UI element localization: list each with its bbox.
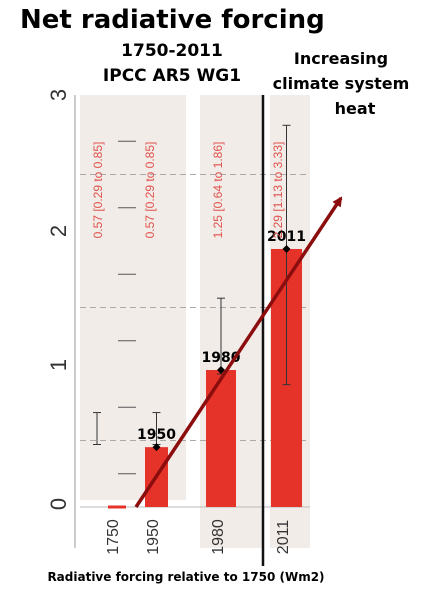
x-tick-label-1950: 1950 [145,519,162,555]
chart-subtitle-line2: IPCC AR5 WG1 [103,66,241,86]
annotation-line-1: Increasing [294,49,388,68]
x-tick-label-1750: 1750 [105,519,122,555]
y-tick-label-0: 0 [46,498,71,510]
point-label-2011: 2011 [267,229,306,245]
chart-subtitle-line1: 1750-2011 [121,41,223,61]
annotation-line-3: heat [335,99,376,118]
x-axis-label: Radiative forcing relative to 1750 (Wm2) [47,570,324,584]
x-tick-label-2011: 2011 [275,520,292,555]
trend-arrow [134,196,343,508]
column-panel-1750 [80,95,136,500]
bar-1980 [206,370,236,507]
y-tick-label-2: 2 [46,225,71,237]
range-label-2011: 2.29 [1.13 to 3.33] [271,142,285,239]
annotation-line-2: climate system [273,74,410,93]
point-marker-1980 [217,366,225,375]
point-marker-1950 [152,443,161,452]
column-panel-1950 [136,95,186,500]
range-label-1950: 0.57 [0.29 to 0.85] [143,142,157,239]
y-tick-label-3: 3 [46,89,71,101]
range-label-1750: 0.57 [0.29 to 0.85] [91,142,105,239]
chart-title: Net radiative forcing [20,5,325,35]
x-tick-label-1980: 1980 [210,519,227,555]
point-label-1950: 1950 [137,427,176,443]
range-label-1980: 1.25 [0.64 to 1.86] [211,142,225,239]
y-tick-label-1: 1 [46,359,71,371]
point-marker-2011 [282,244,291,253]
